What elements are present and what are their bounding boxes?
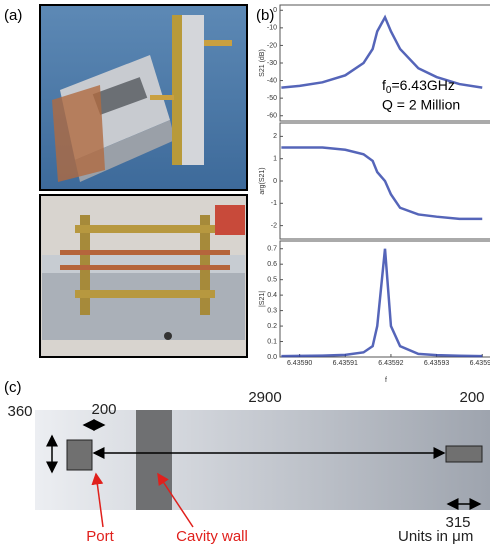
y-tick-label: 0 xyxy=(273,178,277,185)
y-axis-label: |S21| xyxy=(259,291,266,307)
y-tick-label: 0.3 xyxy=(267,307,277,314)
y-tick-label: 0.5 xyxy=(267,277,277,284)
y-tick-label: 0.6 xyxy=(267,261,277,268)
y-tick-label: 1 xyxy=(273,156,277,163)
y-tick-label: -20 xyxy=(267,42,277,49)
y-tick-label: -10 xyxy=(267,25,277,32)
y-tick-label: -50 xyxy=(267,95,277,102)
dimension-label: 360 xyxy=(7,403,32,420)
x-tick-label: 6.43590 xyxy=(287,360,312,367)
panel-label: (c) xyxy=(4,379,22,396)
y-axis-label: arg(S21) xyxy=(259,167,266,194)
wall-label: Cavity wall xyxy=(176,528,248,545)
annotation-base: f xyxy=(382,77,386,93)
data-line xyxy=(281,146,483,221)
data-line xyxy=(281,248,483,358)
y-tick-label: -2 xyxy=(271,222,277,229)
x-tick-label: 6.43594 xyxy=(470,360,490,367)
photo-bottom xyxy=(39,194,248,358)
y-tick-label: -40 xyxy=(267,77,277,84)
y-axis-label: S21 (dB) xyxy=(259,49,266,77)
q-annotation: Q = 2 Million xyxy=(382,97,460,113)
x-tick-label: 6.43591 xyxy=(333,360,358,367)
data-line xyxy=(281,14,483,89)
y-tick-label: 0.1 xyxy=(267,338,277,345)
annotation-rest: =6.43GHz xyxy=(391,77,454,93)
y-tick-label: 0 xyxy=(273,7,277,14)
x-tick-label: 6.43592 xyxy=(378,360,403,367)
y-tick-label: -30 xyxy=(267,60,277,67)
y-tick-label: 2 xyxy=(273,133,277,140)
annotation-sub: 0 xyxy=(386,85,392,96)
y-tick-label: 0.2 xyxy=(267,323,277,330)
dimension-label: 200 xyxy=(91,401,116,418)
photo-top xyxy=(39,4,248,191)
plot-area xyxy=(279,4,490,122)
panel-label: (a) xyxy=(4,7,22,24)
y-tick-label: 0.0 xyxy=(267,354,277,361)
dimension-label: 200 xyxy=(459,389,484,406)
units-label: Units in μm xyxy=(398,528,473,545)
x-tick-label: 6.43593 xyxy=(424,360,449,367)
y-tick-label: -1 xyxy=(271,200,277,207)
x-axis-label: f xyxy=(385,377,387,384)
y-tick-label: 0.4 xyxy=(267,292,277,299)
panel-label: (b) xyxy=(256,7,274,24)
cavity-diagram xyxy=(35,410,490,528)
dimension-label: 2900 xyxy=(248,389,281,406)
y-tick-label: 0.7 xyxy=(267,246,277,253)
port-label: Port xyxy=(86,528,114,545)
y-tick-label: -60 xyxy=(267,113,277,120)
dimension-label: 315 xyxy=(445,514,470,531)
annotation: f0=6.43GHz xyxy=(382,77,455,96)
